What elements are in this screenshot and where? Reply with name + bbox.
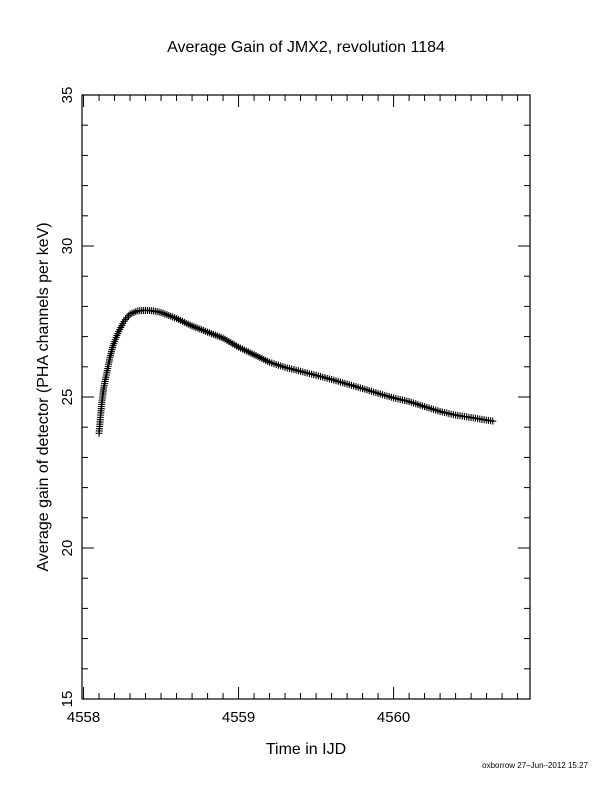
y-tick-label: 35 (59, 87, 76, 104)
data-points (95, 306, 497, 437)
plot-frame (81, 94, 531, 700)
y-tick-label: 20 (59, 540, 76, 557)
y-tick-label: 30 (59, 238, 76, 255)
data-point (123, 314, 131, 322)
y-axis-label: Average gain of detector (PHA channels p… (35, 222, 52, 571)
x-tick-label: 4558 (67, 709, 100, 726)
x-tick-label: 4559 (222, 709, 255, 726)
axis-ticks (82, 94, 530, 700)
y-tick-label: 25 (59, 389, 76, 406)
footer-stamp: oxborrow 27–Jun–2012 15:27 (482, 761, 588, 770)
x-axis-label: Time in IJD (266, 741, 346, 758)
x-tick-label: 4560 (377, 709, 410, 726)
data-point (489, 417, 497, 425)
y-tick-label: 15 (59, 691, 76, 708)
tick-labels: 4558 4559 4560 15 20 25 30 35 (59, 87, 410, 726)
chart-title: Average Gain of JMX2, revolution 1184 (167, 39, 445, 56)
